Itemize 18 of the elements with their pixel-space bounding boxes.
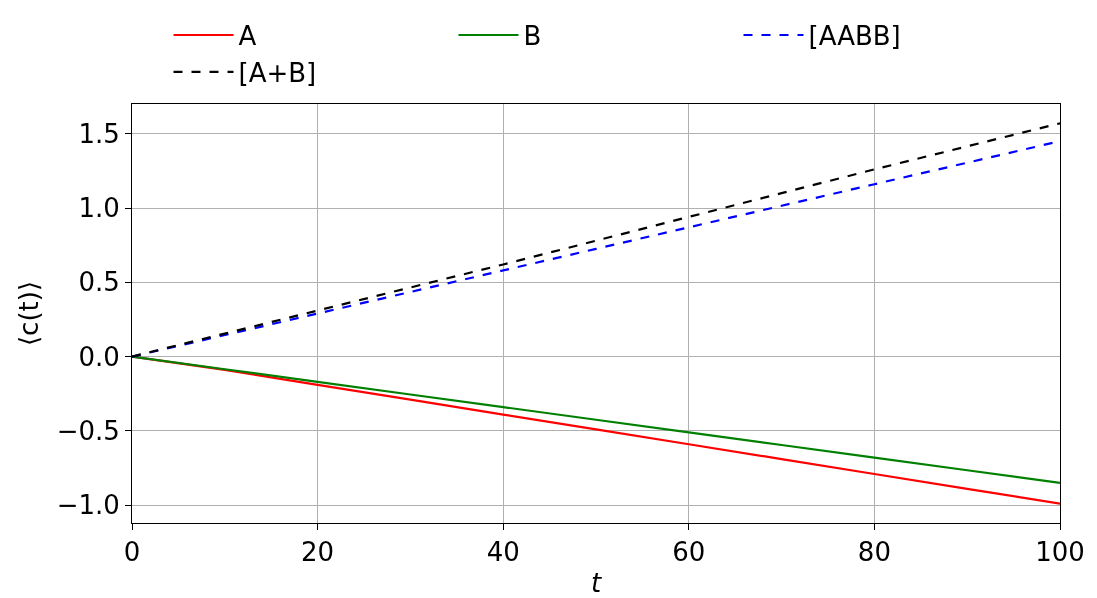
y-tick-label: 0.0 — [78, 341, 120, 372]
x-tick-label: 20 — [301, 537, 335, 568]
y-tick-label: −1.0 — [56, 490, 120, 521]
legend-label: B — [523, 21, 542, 52]
x-tick-label: 0 — [123, 537, 141, 568]
x-tick-label: 100 — [1035, 537, 1085, 568]
x-tick-label: 80 — [857, 537, 891, 568]
y-tick-label: −0.5 — [56, 415, 120, 446]
y-tick-label: 0.5 — [78, 267, 120, 298]
x-tick-label: 40 — [486, 537, 520, 568]
x-axis-title: t — [590, 568, 602, 598]
y-tick-label: 1.5 — [78, 118, 120, 149]
legend-label: [A+B] — [238, 57, 317, 88]
y-tick-label: 1.0 — [78, 193, 120, 224]
x-tick-label: 60 — [672, 537, 706, 568]
legend-label: A — [238, 21, 257, 52]
y-axis-title: ⟨c(t)⟩ — [14, 280, 45, 347]
legend-label: [AABB] — [808, 21, 901, 52]
